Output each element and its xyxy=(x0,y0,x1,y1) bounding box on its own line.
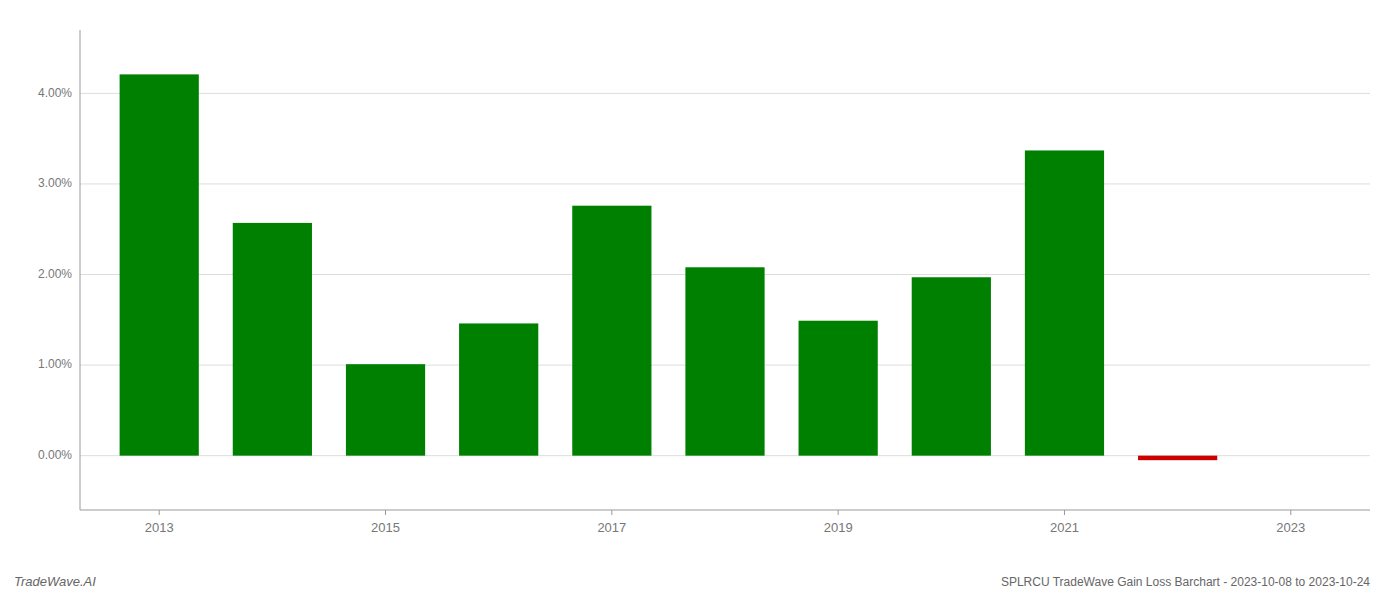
x-tick-label: 2019 xyxy=(824,520,853,535)
grid-line xyxy=(80,183,1370,184)
y-tick-label: 2.00% xyxy=(38,267,72,281)
x-tick xyxy=(159,510,160,515)
axes: 0.00% 1.00% 2.00% 3.00% 4.00% 2013 2015 2017 201… xyxy=(38,30,1370,535)
grid xyxy=(80,93,1370,455)
y-axis-line xyxy=(80,30,81,510)
chart: 0.00% 1.00% 2.00% 3.00% 4.00% 2013 2015 2017 201… xyxy=(0,0,1400,600)
grid-line xyxy=(80,93,1370,94)
y-tick-label: 1.00% xyxy=(38,357,72,371)
bar xyxy=(572,206,651,456)
y-tick-label: 4.00% xyxy=(38,86,72,100)
bar xyxy=(799,321,878,456)
bar xyxy=(685,267,764,455)
y-tick-label: 3.00% xyxy=(38,176,72,190)
x-tick-label: 2015 xyxy=(371,520,400,535)
x-tick xyxy=(838,510,839,515)
bar xyxy=(1025,150,1104,455)
x-tick-label: 2017 xyxy=(597,520,626,535)
bar xyxy=(346,364,425,455)
bar xyxy=(912,277,991,455)
bar xyxy=(1138,456,1217,461)
watermark: TradeWave.AI xyxy=(14,574,96,589)
x-tick xyxy=(611,510,612,515)
x-tick xyxy=(385,510,386,515)
bar xyxy=(233,223,312,456)
x-axis-line xyxy=(80,510,1370,511)
y-tick-label: 0.00% xyxy=(38,448,72,462)
bar xyxy=(120,74,199,455)
title: SPLRCU TradeWave Gain Loss Barchart - 20… xyxy=(1001,575,1370,589)
x-tick-label: 2013 xyxy=(145,520,174,535)
bars xyxy=(120,74,1218,460)
x-tick xyxy=(1290,510,1291,515)
chart-container: 0.00% 1.00% 2.00% 3.00% 4.00% 2013 2015 2017 201… xyxy=(0,0,1400,600)
x-tick-label: 2023 xyxy=(1276,520,1305,535)
x-tick-label: 2021 xyxy=(1050,520,1079,535)
x-tick xyxy=(1064,510,1065,515)
bar xyxy=(459,323,538,455)
